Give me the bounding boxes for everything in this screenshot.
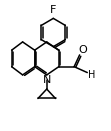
Text: H: H xyxy=(88,70,95,80)
Text: F: F xyxy=(50,5,56,15)
Text: O: O xyxy=(78,45,87,55)
Text: N: N xyxy=(43,75,51,85)
